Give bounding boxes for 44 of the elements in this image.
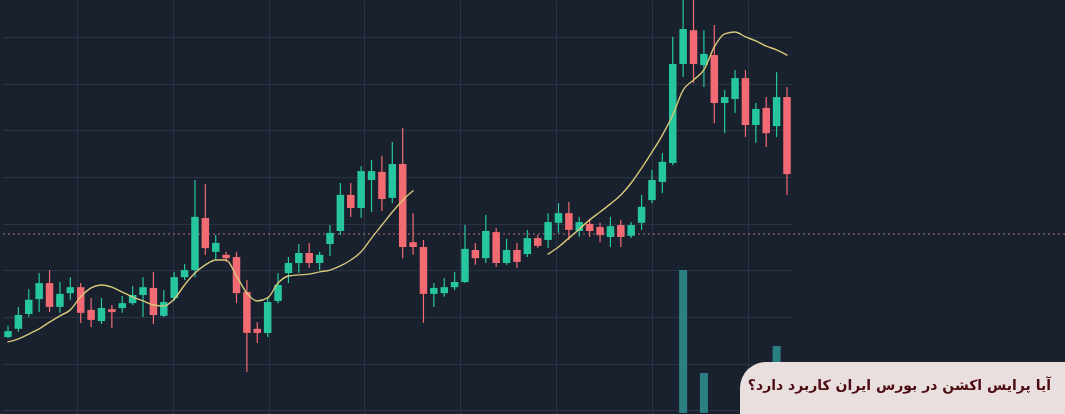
candlestick [108, 304, 116, 329]
candlestick [87, 297, 95, 328]
candlestick [544, 212, 552, 249]
candlestick [305, 242, 313, 269]
candlestick [637, 194, 646, 231]
candlestick [752, 102, 760, 144]
candlestick [347, 182, 355, 218]
candlestick [66, 276, 75, 301]
candlestick [606, 216, 615, 248]
candlestick [274, 272, 282, 304]
candlestick [315, 251, 324, 271]
candlestick [56, 281, 64, 314]
candlestick [45, 269, 54, 313]
candlestick [295, 243, 303, 274]
candlestick [367, 159, 376, 213]
candlestick [596, 222, 604, 243]
candlestick [658, 152, 667, 194]
candlestick [720, 89, 729, 134]
candlestick [565, 201, 573, 241]
candlestick [97, 297, 106, 325]
candlestick [554, 202, 563, 234]
candlestick [211, 234, 220, 261]
candlestick [440, 277, 448, 298]
candlestick [617, 219, 625, 248]
candlestick [326, 224, 334, 257]
candlestick [170, 271, 178, 302]
caption-panel: آیا پرایس اکشن در بورس ایران کاربرد دارد؟ [740, 362, 1065, 414]
candlestick [700, 29, 708, 88]
candlestick [35, 272, 43, 313]
candlestick [284, 256, 293, 284]
candlestick [502, 238, 511, 266]
candlestick [450, 271, 459, 291]
candlestick [409, 212, 417, 256]
candlestick [471, 242, 480, 266]
candlestick [139, 276, 147, 318]
candlestick [523, 229, 532, 258]
candlestick [14, 306, 23, 333]
candlestick [513, 242, 521, 269]
candlestick [253, 321, 262, 344]
candlestick [25, 288, 33, 318]
candlestick [731, 69, 739, 114]
candlestick [648, 169, 656, 204]
candlestick [430, 282, 438, 308]
candlestick [160, 289, 168, 318]
